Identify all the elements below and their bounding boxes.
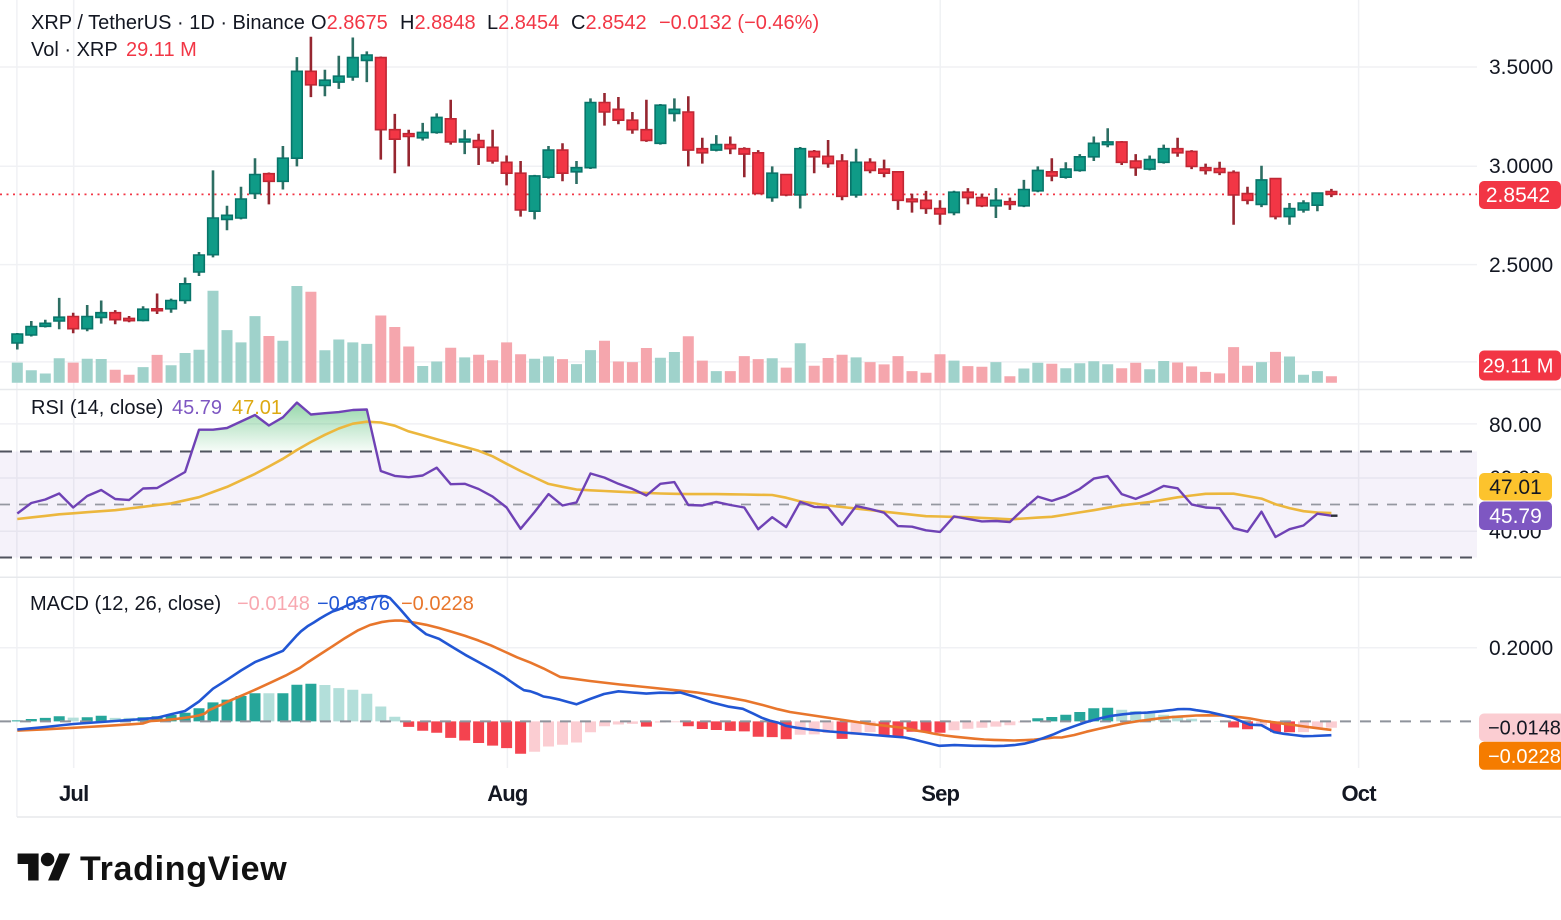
svg-text:3.5000: 3.5000 [1489, 56, 1553, 79]
svg-text:Oct: Oct [1341, 781, 1377, 806]
svg-text:Aug: Aug [487, 781, 527, 806]
svg-text:47.01: 47.01 [1489, 476, 1542, 499]
svg-text:MACD (12, 26, close)−0.0148−0.: MACD (12, 26, close) −0.0148 −0.0376 −0.022… [30, 593, 474, 615]
svg-text:80.00: 80.00 [1489, 414, 1542, 437]
svg-text:−0.0228: −0.0228 [1488, 746, 1561, 768]
svg-text:TradingView: TradingView [80, 850, 287, 888]
svg-text:3.0000: 3.0000 [1489, 155, 1553, 178]
svg-text:0.2000: 0.2000 [1489, 637, 1553, 660]
svg-text:45.79: 45.79 [1489, 505, 1542, 528]
svg-text:−0.0148: −0.0148 [1488, 718, 1561, 740]
svg-text:2.8542: 2.8542 [1486, 184, 1550, 207]
svg-text:Sep: Sep [921, 781, 959, 806]
svg-text:Jul: Jul [59, 781, 88, 806]
svg-text:2.5000: 2.5000 [1489, 254, 1553, 277]
svg-text:29.11 M: 29.11 M [1483, 356, 1554, 378]
